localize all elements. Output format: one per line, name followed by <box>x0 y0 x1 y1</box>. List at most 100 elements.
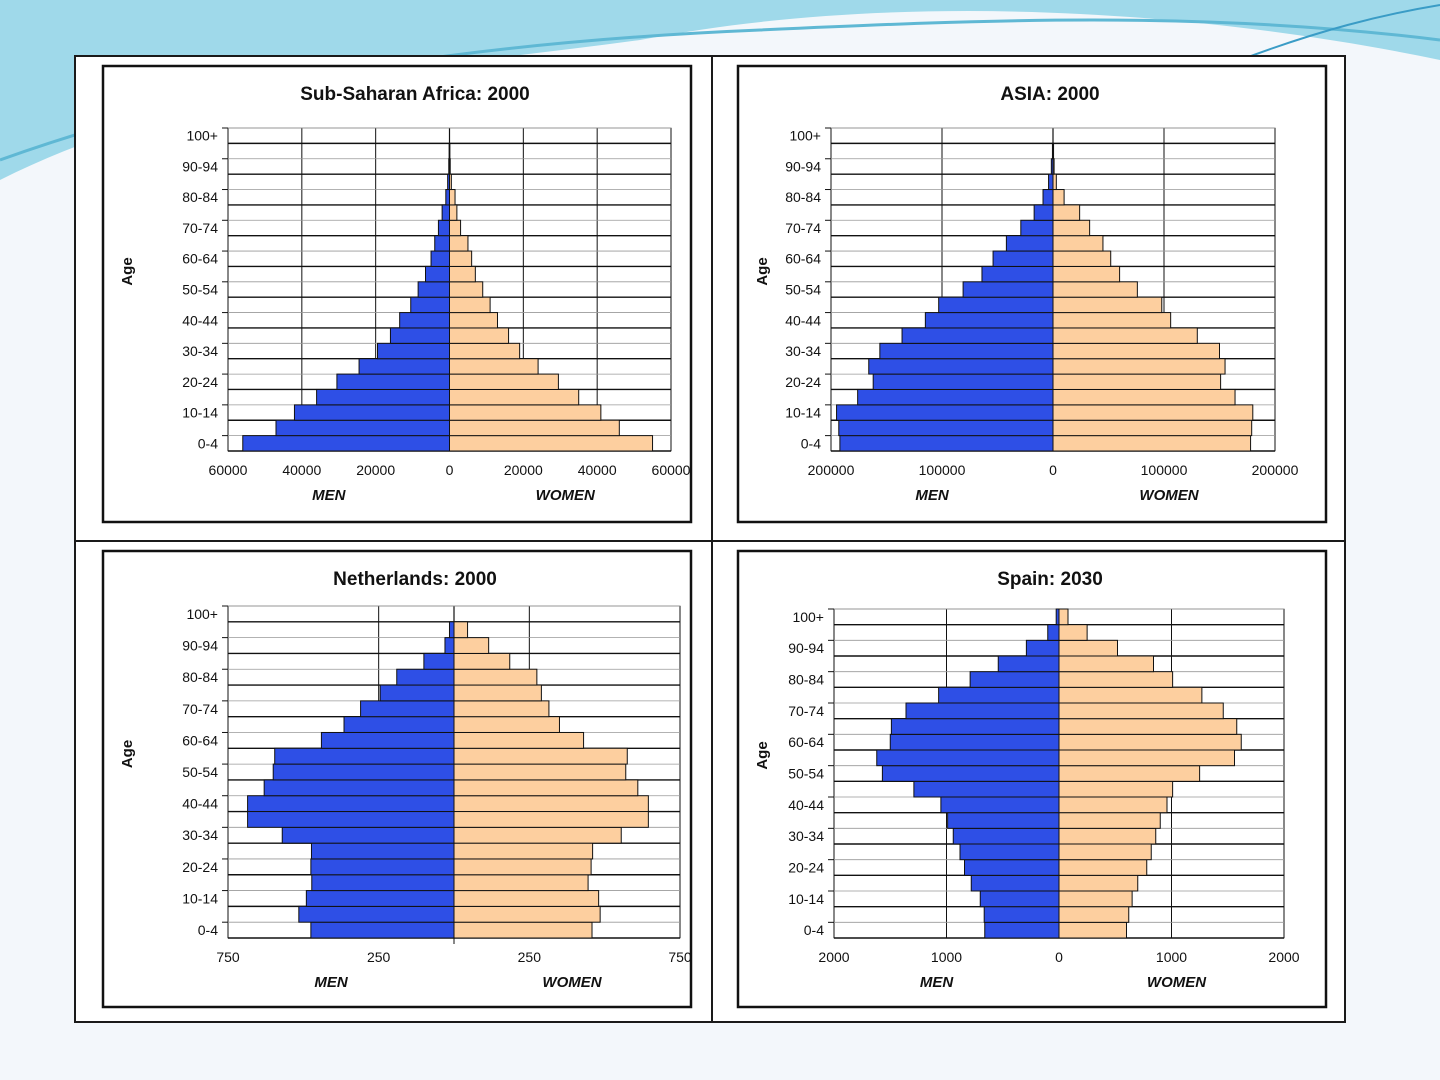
bar-women-55-59 <box>449 265 476 283</box>
bar-men-90-94 <box>444 637 455 654</box>
pyramid-panel-4: Spain: 2030 100+ 90-94 80-84 70-74 60-64 50-54… <box>736 549 1328 1009</box>
y-tick-label: 20-24 <box>788 860 824 876</box>
bar-women-35-39 <box>453 811 649 828</box>
bar-women-30-34 <box>453 826 622 844</box>
x-tick-label: 0 <box>1055 949 1063 965</box>
y-tick-label: 0-4 <box>801 435 821 451</box>
bar-women-60-64 <box>1052 250 1112 267</box>
y-tick-label: 10-14 <box>785 405 821 421</box>
bar-women-40-44 <box>453 795 649 813</box>
y-tick-label: 80-84 <box>788 672 824 688</box>
bar-men-0-4 <box>984 921 1060 939</box>
bar-women-45-49 <box>1058 780 1174 798</box>
y-tick-label: 70-74 <box>182 701 218 717</box>
x-tick-label: 750 <box>216 949 240 965</box>
bar-men-40-44 <box>940 796 1060 814</box>
bar-women-0-4 <box>1052 435 1252 452</box>
bar-women-40-44 <box>1058 796 1168 814</box>
bar-women-85-89 <box>449 173 452 191</box>
bar-men-90-94 <box>1025 639 1060 657</box>
bar-women-95-99 <box>1052 142 1055 160</box>
bar-men-15-19 <box>311 874 455 892</box>
y-tick-label: 90-94 <box>182 158 218 174</box>
y-tick-label: 100+ <box>792 609 824 625</box>
bar-women-25-29 <box>1058 843 1152 861</box>
bar-women-65-69 <box>449 235 469 252</box>
chart-title: Spain: 2030 <box>997 569 1103 590</box>
y-tick-label: 90-94 <box>788 640 824 656</box>
x-tick-label: 60000 <box>209 462 248 478</box>
bar-women-15-19 <box>1052 388 1236 406</box>
bar-men-75-79 <box>379 684 455 702</box>
bar-men-60-64 <box>320 731 455 749</box>
bar-men-30-34 <box>377 342 451 360</box>
bar-men-0-4 <box>839 435 1054 452</box>
wave-stroke <box>1239 4 1440 61</box>
bar-women-10-14 <box>449 404 602 421</box>
bar-men-70-74 <box>437 219 450 237</box>
bar-men-70-74 <box>1020 219 1054 237</box>
x-tick-label: 0 <box>446 462 454 478</box>
y-tick-label: 60-64 <box>182 732 218 748</box>
y-tick-label: 40-44 <box>182 312 218 328</box>
x-tick-label: 60000 <box>652 462 691 478</box>
y-axis-label: Age <box>119 257 136 285</box>
y-tick-label: 70-74 <box>182 220 218 236</box>
bar-men-85-89 <box>423 652 455 670</box>
bar-women-95-99 <box>453 621 469 639</box>
bar-men-95-99 <box>448 621 455 639</box>
bar-women-5-9 <box>449 419 620 437</box>
bar-men-30-34 <box>281 826 455 844</box>
x-tick-label: 1000 <box>1156 949 1187 965</box>
y-tick-label: 30-34 <box>785 343 821 359</box>
bar-women-30-34 <box>1058 827 1157 845</box>
bar-men-5-9 <box>298 905 455 923</box>
bar-women-10-14 <box>453 890 600 907</box>
y-tick-label: 30-34 <box>182 827 218 843</box>
y-tick-label: 50-54 <box>788 766 824 782</box>
chart-title: Sub-Saharan Africa: 2000 <box>300 84 530 105</box>
x-tick-label: 20000 <box>504 462 543 478</box>
pyramid-panel-2: ASIA: 2000 100+ 90-94 80-84 70-74 60-64 50-54 4… <box>736 64 1328 524</box>
bar-women-25-29 <box>449 358 539 375</box>
bar-men-20-24 <box>310 858 455 876</box>
bar-men-50-54 <box>272 763 455 781</box>
bar-men-65-69 <box>890 718 1060 735</box>
x-label-women: WOMEN <box>542 974 602 991</box>
bar-women-75-79 <box>1052 204 1081 221</box>
y-tick-label: 90-94 <box>182 638 218 654</box>
y-tick-label: 30-34 <box>182 343 218 359</box>
bar-men-35-39 <box>389 327 450 344</box>
y-tick-label: 60-64 <box>182 251 218 267</box>
y-axis-label: Age <box>754 741 771 769</box>
y-tick-label: 10-14 <box>182 405 218 421</box>
x-tick-label: 40000 <box>282 462 321 478</box>
x-label-women: WOMEN <box>1147 974 1207 991</box>
bar-women-70-74 <box>453 700 550 718</box>
bar-men-40-44 <box>247 795 455 813</box>
bar-women-0-4 <box>1058 921 1127 939</box>
x-label-men: MEN <box>312 487 347 504</box>
bar-women-10-14 <box>1052 404 1254 421</box>
bar-women-100+ <box>1058 608 1069 626</box>
bar-women-35-39 <box>1058 812 1161 829</box>
bar-women-85-89 <box>1058 655 1154 673</box>
y-tick-label: 80-84 <box>182 189 218 205</box>
bar-men-15-19 <box>857 388 1054 406</box>
y-tick-label: 60-64 <box>785 251 821 267</box>
y-axis-label: Age <box>119 740 136 768</box>
bar-men-35-39 <box>947 812 1060 829</box>
bar-women-50-54 <box>453 763 627 781</box>
y-tick-label: 90-94 <box>785 158 821 174</box>
y-tick-label: 50-54 <box>182 764 218 780</box>
y-tick-label: 60-64 <box>788 734 824 750</box>
y-tick-label: 10-14 <box>182 890 218 906</box>
y-tick-label: 100+ <box>186 606 218 622</box>
bar-women-45-49 <box>453 779 639 797</box>
x-tick-label: 250 <box>518 949 542 965</box>
chart-title: ASIA: 2000 <box>1000 84 1099 105</box>
bar-men-25-29 <box>868 358 1054 375</box>
x-tick-label: 0 <box>1049 462 1057 478</box>
y-tick-label: 80-84 <box>785 189 821 205</box>
x-tick-label: 2000 <box>818 949 849 965</box>
